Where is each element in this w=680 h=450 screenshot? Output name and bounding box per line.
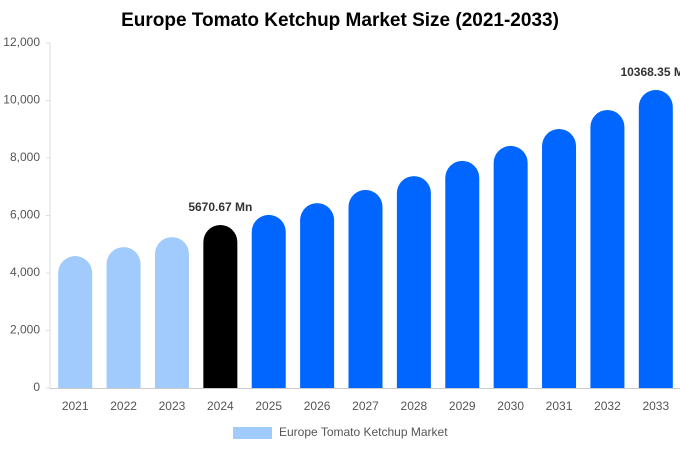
bar: [493, 145, 528, 388]
x-tick-label: 2029: [449, 399, 476, 413]
x-tick-label: 2022: [110, 399, 137, 413]
y-tick-label: 6,000: [10, 208, 40, 222]
y-tick-label: 0: [33, 380, 40, 394]
y-tick-label: 2,000: [10, 323, 40, 337]
bar: [106, 247, 141, 388]
x-tick-label: 2026: [304, 399, 331, 413]
chart-title: Europe Tomato Ketchup Market Size (2021-…: [121, 10, 559, 31]
bar: [154, 237, 189, 388]
bar: [251, 214, 286, 388]
y-tick-label: 8,000: [10, 150, 40, 164]
y-tick-label: 10,000: [3, 93, 40, 107]
x-tick-label: 2024: [207, 399, 234, 413]
data-label: 5670.67 Mn: [188, 200, 252, 214]
legend-label: Europe Tomato Ketchup Market: [279, 425, 448, 439]
bar: [348, 189, 383, 388]
x-tick-label: 2025: [255, 399, 282, 413]
bar: [300, 203, 335, 388]
bar: [638, 89, 673, 388]
bar: [542, 128, 577, 388]
bar: [445, 160, 480, 388]
y-tick-label: 12,000: [3, 35, 40, 49]
y-tick-label: 4,000: [10, 265, 40, 279]
legend-swatch: [233, 427, 272, 439]
bar: [396, 176, 431, 388]
x-tick-label: 2031: [546, 399, 573, 413]
x-tick-label: 2030: [497, 399, 524, 413]
x-tick-label: 2033: [642, 399, 669, 413]
bar: [590, 109, 625, 389]
bar: [203, 224, 238, 388]
x-tick-label: 2032: [594, 399, 621, 413]
x-tick-label: 2028: [401, 399, 428, 413]
bar: [58, 256, 93, 388]
x-tick-label: 2021: [62, 399, 89, 413]
data-label: 10368.35 Mn: [620, 65, 680, 79]
x-tick-label: 2027: [352, 399, 379, 413]
x-tick-label: 2023: [159, 399, 186, 413]
